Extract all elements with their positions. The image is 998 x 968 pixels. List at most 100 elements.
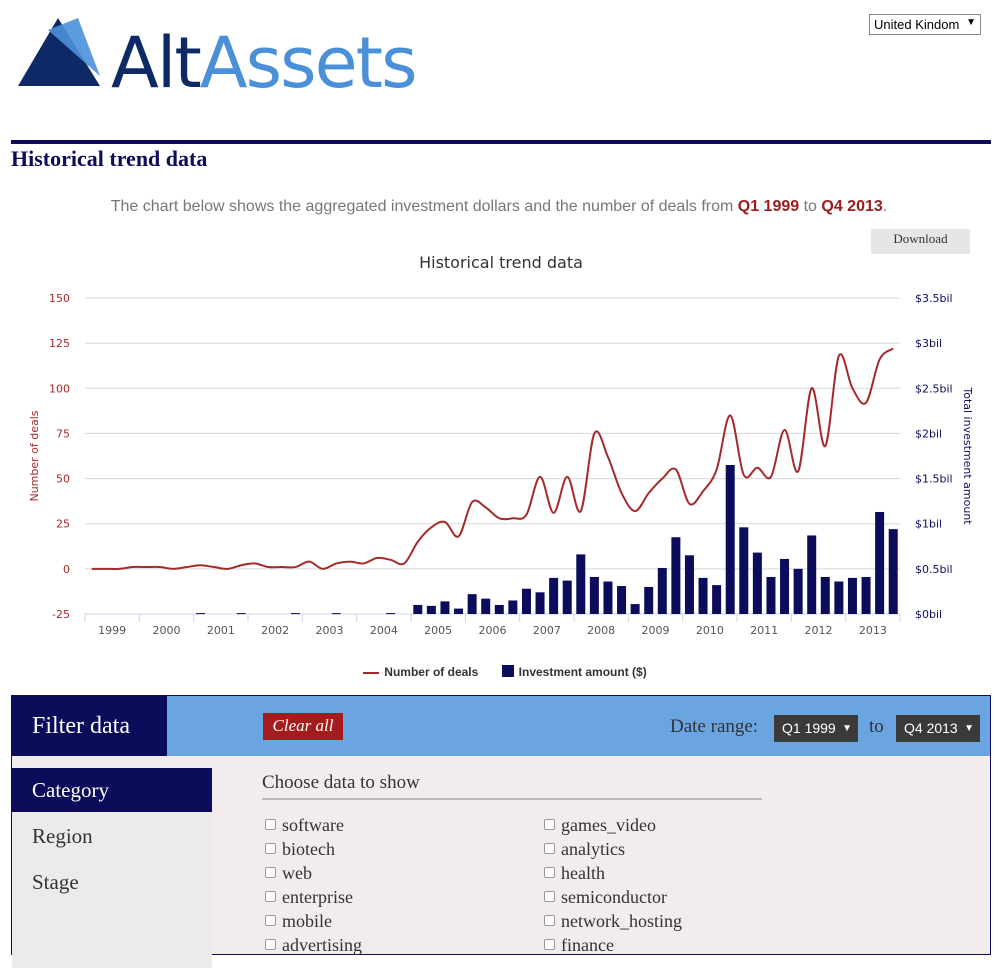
investment-bar <box>712 585 722 614</box>
right-tick-label: $0bil <box>915 608 942 621</box>
logo-triangle-icon <box>18 18 100 86</box>
investment-bar <box>386 613 396 615</box>
investment-bar <box>644 586 654 614</box>
trend-chart: 150 $3.5bil 125 $3bil 100 $2.5bil 75 $2bil 50 $1.… <box>28 292 974 637</box>
investment-bar <box>426 605 436 614</box>
dropdown-arrow-icon: ▼ <box>842 723 852 734</box>
checkbox-semiconductor[interactable]: semiconductor <box>544 885 667 909</box>
right-tick-label: $1.5bil <box>915 473 953 486</box>
investment-bar <box>467 594 477 614</box>
nav-item-category[interactable]: Category <box>12 768 212 812</box>
x-tick-label: 2005 <box>424 624 452 637</box>
investment-bar <box>671 537 681 614</box>
intro-to-date: Q4 2013 <box>821 198 883 215</box>
investment-bar <box>535 592 545 614</box>
investment-bar <box>847 577 857 614</box>
date-from-select[interactable]: Q1 1999 ▼ <box>774 715 858 742</box>
left-tick-label: 150 <box>49 292 70 305</box>
investment-bar <box>657 567 667 614</box>
nav-item-stage[interactable]: Stage <box>32 870 79 894</box>
x-tick-label: 2000 <box>153 624 181 637</box>
left-axis-title: Number of deals <box>28 410 41 501</box>
checkbox-network-hosting[interactable]: network_hosting <box>544 909 682 933</box>
chart-legend: Number of deals Investment amount ($) <box>0 665 998 679</box>
investment-bar <box>807 535 817 614</box>
investment-bar <box>834 581 844 614</box>
left-tick-label: 75 <box>56 427 70 440</box>
checkbox-analytics[interactable]: analytics <box>544 837 625 861</box>
investment-bar <box>440 601 450 614</box>
right-tick-label: $1bil <box>915 518 942 531</box>
download-button[interactable]: Download <box>871 229 970 254</box>
x-tick-label: 2006 <box>479 624 507 637</box>
investment-bar <box>494 604 504 614</box>
x-tick-label: 2007 <box>533 624 561 637</box>
checkbox-software[interactable]: software <box>265 813 344 837</box>
right-tick-label: $2.5bil <box>915 382 953 395</box>
investment-bar <box>291 613 301 615</box>
nav-item-region[interactable]: Region <box>32 824 93 848</box>
investment-bar <box>888 529 898 614</box>
investment-bar <box>752 552 762 614</box>
left-tick-label: 100 <box>49 382 70 395</box>
checkbox-enterprise[interactable]: enterprise <box>265 885 353 909</box>
investment-bar <box>766 576 776 614</box>
filter-title: Filter data <box>12 696 167 756</box>
investment-bar <box>820 576 830 614</box>
investment-bar <box>481 598 491 614</box>
dropdown-arrow-icon: ▼ <box>964 723 974 734</box>
country-select[interactable]: United Kindom ▼ <box>869 14 981 35</box>
x-tick-label: 2004 <box>370 624 398 637</box>
investment-bar <box>861 576 871 614</box>
checkbox-health[interactable]: health <box>544 861 605 885</box>
x-tick-label: 2009 <box>642 624 670 637</box>
investment-bar <box>684 555 694 614</box>
right-tick-label: $3.5bil <box>915 292 953 305</box>
filter-header: Filter data Clear all Date range: Q1 199… <box>12 696 990 756</box>
x-tick-label: 2008 <box>587 624 615 637</box>
left-tick-label: 0 <box>63 563 70 576</box>
investment-bar <box>603 581 613 614</box>
altassets-logo[interactable]: AltAssets <box>18 18 418 98</box>
left-tick-label: 50 <box>56 473 70 486</box>
filter-side-nav: Category Region Stage <box>12 768 212 968</box>
x-tick-label: 2001 <box>207 624 235 637</box>
investment-bar <box>698 577 708 614</box>
right-axis-title: Total investment amount <box>961 386 974 525</box>
x-tick-label: 2012 <box>805 624 833 637</box>
checkbox-finance[interactable]: finance <box>544 933 614 957</box>
investment-bar <box>576 554 586 614</box>
investment-bar <box>780 558 790 614</box>
right-tick-label: $0.5bil <box>915 563 953 576</box>
right-tick-label: $3bil <box>915 337 942 350</box>
x-tick-label: 2013 <box>859 624 887 637</box>
page-title: Historical trend data <box>11 146 208 171</box>
legend-item-deals[interactable]: Number of deals <box>363 665 478 679</box>
investment-bar <box>589 576 599 614</box>
filter-panel: Filter data Clear all Date range: Q1 199… <box>11 695 991 968</box>
investment-bar <box>508 600 518 614</box>
x-tick-label: 2003 <box>316 624 344 637</box>
checkbox-mobile[interactable]: mobile <box>265 909 332 933</box>
investment-bar <box>454 608 464 614</box>
checkbox-web[interactable]: web <box>265 861 312 885</box>
intro-from-date: Q1 1999 <box>737 198 800 215</box>
investment-bar <box>617 586 627 614</box>
x-tick-label: 2011 <box>750 624 778 637</box>
left-tick-label: -25 <box>52 608 70 621</box>
checkbox-biotech[interactable]: biotech <box>265 837 335 861</box>
clear-all-button[interactable]: Clear all <box>263 713 343 740</box>
investment-bar <box>549 577 559 614</box>
logo-wordmark: AltAssets <box>111 22 418 104</box>
x-tick-label: 2010 <box>696 624 724 637</box>
country-select-value: United Kindom <box>874 17 960 32</box>
deals-line <box>91 347 894 570</box>
dropdown-arrow-icon: ▼ <box>966 17 976 28</box>
date-to-select[interactable]: Q4 2013 ▼ <box>896 715 980 742</box>
investment-bar <box>793 568 803 614</box>
investment-bar <box>413 604 423 614</box>
x-tick-label: 1999 <box>98 624 126 637</box>
checkbox-advertising[interactable]: advertising <box>265 933 362 957</box>
checkbox-games-video[interactable]: games_video <box>544 813 656 837</box>
legend-item-investment[interactable]: Investment amount ($) <box>501 665 647 679</box>
